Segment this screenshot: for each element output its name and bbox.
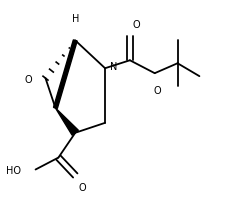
Text: HO: HO: [6, 167, 21, 176]
Text: O: O: [25, 75, 32, 85]
Text: O: O: [153, 86, 161, 96]
Polygon shape: [55, 108, 78, 135]
Text: O: O: [131, 20, 139, 30]
Text: N: N: [109, 62, 117, 72]
Polygon shape: [53, 40, 77, 109]
Text: H: H: [71, 13, 79, 24]
Text: O: O: [78, 183, 86, 193]
